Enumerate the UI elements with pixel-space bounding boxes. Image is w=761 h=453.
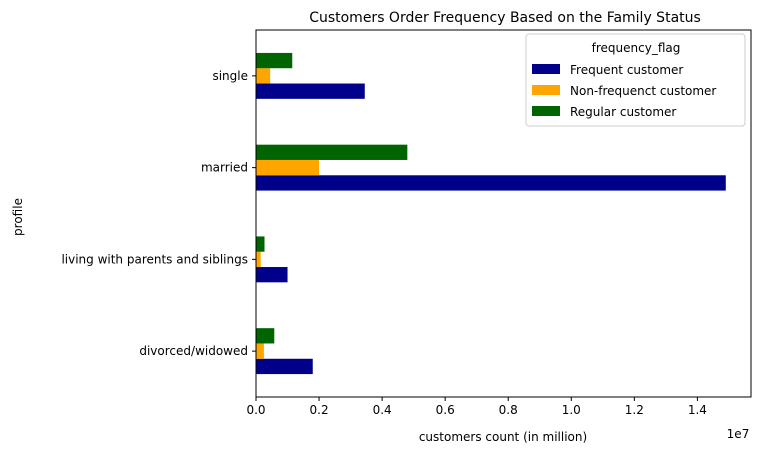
bar-frequent-customer-single [256, 83, 365, 99]
legend-swatch [532, 85, 560, 95]
x-axis: 0.0 0.2 0.4 0.6 0.8 1.0 1.2 1.4 [246, 397, 707, 417]
legend: frequency_flag Frequent customer Non-freq… [525, 33, 746, 127]
y-tick-label: single [212, 69, 248, 83]
bar-non-frequenct-customer-divorced-widowed [256, 343, 264, 359]
bar-frequent-customer-divorced-widowed [256, 358, 313, 375]
x-offset-label: 1e7 [727, 427, 750, 441]
x-tick-label: 0.2 [310, 403, 329, 417]
legend-entry-label: Frequent customer [570, 63, 683, 77]
legend-title: frequency_flag [592, 41, 681, 55]
bar-regular-customer-living-with-parents-and-siblings [256, 236, 265, 252]
bar-regular-customer-divorced-widowed [256, 328, 275, 344]
legend-entry-label: Non-frequenct customer [570, 84, 716, 98]
x-tick-label: 1.2 [625, 403, 644, 417]
bar-non-frequenct-customer-living-with-parents-and-siblings [256, 251, 261, 268]
legend-entry-label: Regular customer [570, 105, 676, 119]
y-tick-label: divorced/widowed [139, 344, 248, 358]
x-tick-label: 1.4 [688, 403, 707, 417]
bar-regular-customer-married [256, 144, 408, 160]
x-tick-label: 1.0 [562, 403, 581, 417]
legend-box [525, 33, 746, 127]
y-axis: divorced/widowed living with parents and … [61, 69, 256, 358]
bar-frequent-customer-living-with-parents-and-siblings [256, 267, 288, 283]
x-tick-label: 0.8 [499, 403, 518, 417]
y-axis-label: profile [11, 198, 25, 236]
bar-regular-customer-single [256, 52, 293, 69]
legend-swatch [532, 64, 560, 74]
bars-group [256, 52, 726, 375]
chart-title: Customers Order Frequency Based on the F… [309, 10, 701, 26]
bar-frequent-customer-married [256, 175, 726, 191]
x-tick-label: 0.6 [436, 403, 455, 417]
bar-non-frequenct-customer-married [256, 159, 320, 176]
y-tick-label: living with parents and siblings [61, 252, 248, 266]
x-tick-label: 0.4 [373, 403, 392, 417]
legend-swatch [532, 106, 560, 116]
y-tick-label: married [201, 161, 248, 175]
plot-frame [255, 29, 752, 398]
x-axis-label: customers count (in million) [419, 430, 587, 444]
bar-non-frequenct-customer-single [256, 68, 271, 84]
x-tick-label: 0.0 [246, 403, 265, 417]
